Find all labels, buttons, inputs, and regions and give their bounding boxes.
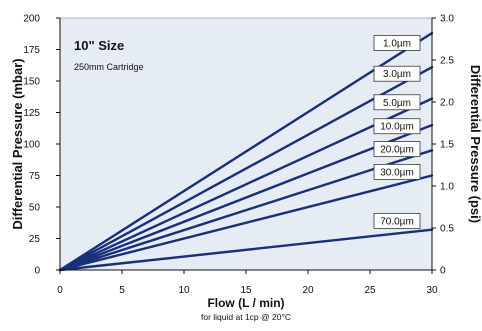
series-label: 5.0µm xyxy=(383,98,411,109)
y-axis-label: Differential Pressure (mbar) xyxy=(10,58,25,229)
y-tick-label: 25 xyxy=(29,234,41,245)
x-tick-label: 30 xyxy=(426,285,438,296)
series-label: 1.0µm xyxy=(383,38,411,49)
series-line xyxy=(58,228,434,272)
y-tick-label: 50 xyxy=(29,203,41,214)
y2-tick-label: 1.0 xyxy=(440,182,454,193)
y-tick-label: 125 xyxy=(23,108,40,119)
series-label-box xyxy=(373,94,421,111)
plot-area xyxy=(59,17,433,271)
chart-subtitle: 250mm Cartridge xyxy=(74,62,144,72)
x-tick-label: 15 xyxy=(240,285,252,296)
y2-axis-label: Differential Pressure (psi) xyxy=(468,65,482,223)
x-axis-note: for liquid at 1cp @ 20°C xyxy=(201,312,291,322)
series-labels-layer: 1.0µm 3.0µm 5.0µm 10.0µm 20.0µm 30.0µm 70.0µm xyxy=(373,35,421,229)
series-label-box xyxy=(373,141,421,157)
series-label: 3.0µm xyxy=(383,69,411,80)
chart-title: 10" Size xyxy=(74,38,124,53)
series-label: 30.0µm xyxy=(380,167,414,178)
series-label-box xyxy=(373,118,421,135)
y2-tick-label: 3.0 xyxy=(440,14,454,25)
x-tick-label: 10 xyxy=(178,285,190,296)
y2-tick-label: 2.0 xyxy=(440,98,454,109)
series-line xyxy=(58,174,434,272)
y2-tick-label: 0.5 xyxy=(440,224,454,235)
y2-tick-label: 1.5 xyxy=(440,140,454,151)
axis-layer: 0 5 10 15 20 25 30025507510012515017520000.51.… xyxy=(23,14,454,297)
y-tick-label: 200 xyxy=(23,14,40,25)
series-label: 70.0µm xyxy=(380,216,414,227)
x-axis-label: Flow (L / min) xyxy=(207,296,284,310)
y-tick-label: 0 xyxy=(34,266,40,277)
y2-tick-label: 2.5 xyxy=(440,56,454,67)
series-label: 10.0µm xyxy=(380,122,414,133)
y2-tick-label: 0 xyxy=(440,266,446,277)
series-layer xyxy=(58,31,434,272)
series-line xyxy=(58,123,434,272)
x-tick-label: 5 xyxy=(119,285,125,296)
series-label: 20.0µm xyxy=(380,145,414,156)
series-label-box xyxy=(373,213,421,229)
x-tick-label: 0 xyxy=(57,285,63,296)
series-label-box xyxy=(373,65,421,82)
y-tick-label: 175 xyxy=(23,45,40,56)
y-tick-label: 75 xyxy=(29,171,41,182)
series-label-box xyxy=(373,35,421,51)
y-tick-label: 100 xyxy=(23,140,40,151)
series-line xyxy=(58,149,434,272)
series-line xyxy=(58,97,434,272)
x-tick-label: 25 xyxy=(364,285,376,296)
series-line xyxy=(58,31,434,272)
y-tick-label: 150 xyxy=(23,77,40,88)
x-tick-label: 20 xyxy=(302,285,314,296)
series-label-box xyxy=(373,163,421,180)
series-line xyxy=(58,65,434,272)
